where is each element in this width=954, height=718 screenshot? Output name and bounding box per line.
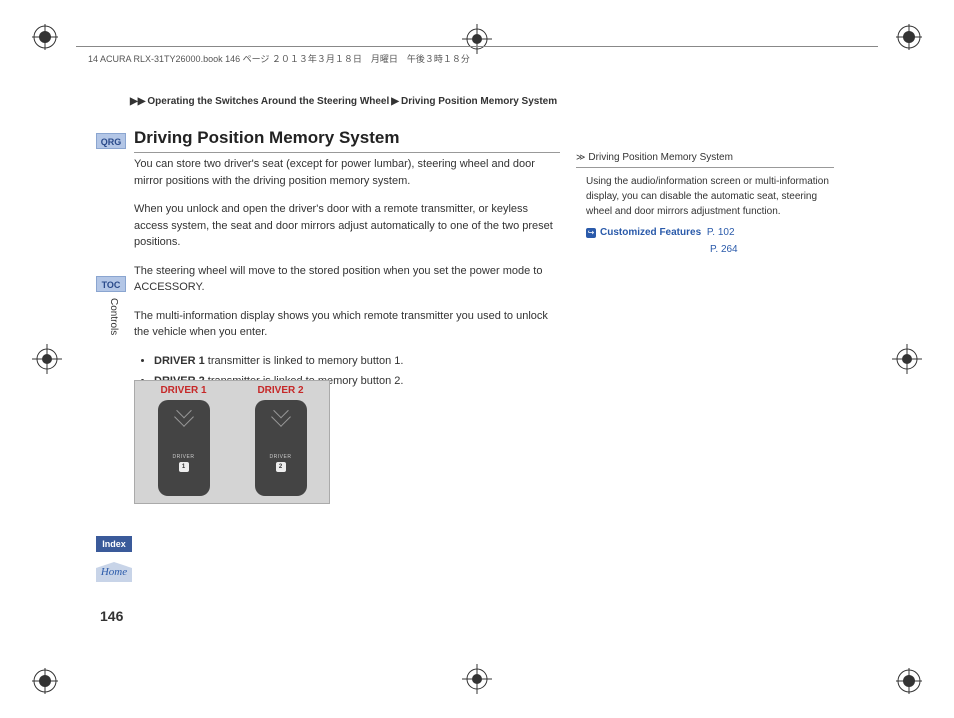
link-label: Customized Features <box>600 227 701 238</box>
page-number: 146 <box>100 608 123 624</box>
header-rule <box>76 46 878 47</box>
list-item-text: transmitter is linked to memory button 1… <box>205 355 404 367</box>
breadcrumb-part1: Operating the Switches Around the Steeri… <box>147 96 389 107</box>
fob-number: 2 <box>276 462 286 472</box>
crop-mark-icon <box>32 24 58 50</box>
qrg-tab[interactable]: QRG <box>96 133 126 149</box>
page-title: Driving Position Memory System <box>134 128 560 153</box>
sidebar-body: Using the audio/information screen or mu… <box>576 174 834 219</box>
index-tab[interactable]: Index <box>96 536 132 552</box>
link-page: P. 102 <box>707 227 735 238</box>
fob-label: DRIVER 1 <box>160 385 206 396</box>
breadcrumb-arrow-icon: ▶▶ <box>130 96 145 107</box>
link-page: P. 264 <box>710 244 738 255</box>
key-fob-icon: DRIVER 1 <box>158 400 210 496</box>
sidebar-column: ≫Driving Position Memory System Using th… <box>576 150 834 257</box>
link-arrow-icon: ↪ <box>586 228 596 238</box>
body-column: You can store two driver's seat (except … <box>134 156 560 394</box>
registration-mark-icon <box>462 664 492 694</box>
fob-column: DRIVER 1 DRIVER 1 <box>158 385 210 496</box>
sidebar-link-secondary[interactable]: P. 264 <box>576 242 834 257</box>
chevron-icon: ≫ <box>576 151 585 165</box>
key-fob-figure: DRIVER 1 DRIVER 1 DRIVER 2 DRIVER 2 <box>134 380 330 504</box>
fob-number: 1 <box>179 462 189 472</box>
key-fob-icon: DRIVER 2 <box>255 400 307 496</box>
breadcrumb-sep-icon: ▶ <box>391 96 399 107</box>
fob-column: DRIVER 2 DRIVER 2 <box>255 385 307 496</box>
crop-mark-icon <box>896 24 922 50</box>
acura-logo-icon <box>174 407 194 427</box>
registration-mark-icon <box>892 344 922 374</box>
body-paragraph: The multi-information display shows you … <box>134 308 560 341</box>
header-file-info: 14 ACURA RLX-31TY26000.book 146 ページ ２０１３… <box>88 52 470 65</box>
list-item-bold: DRIVER 1 <box>154 355 205 367</box>
section-label: Controls <box>108 298 119 335</box>
registration-mark-icon <box>32 344 62 374</box>
crop-mark-icon <box>896 668 922 694</box>
sidebar-header: ≫Driving Position Memory System <box>576 150 834 168</box>
sidebar-link[interactable]: ↪ Customized Features P. 102 <box>576 225 834 240</box>
acura-logo-icon <box>271 407 291 427</box>
body-paragraph: When you unlock and open the driver's do… <box>134 201 560 251</box>
body-paragraph: You can store two driver's seat (except … <box>134 156 560 189</box>
fob-label: DRIVER 2 <box>257 385 303 396</box>
toc-tab[interactable]: TOC <box>96 276 126 292</box>
crop-mark-icon <box>32 668 58 694</box>
sidebar-header-text: Driving Position Memory System <box>588 152 732 163</box>
breadcrumb: ▶▶Operating the Switches Around the Stee… <box>128 96 557 107</box>
fob-text: DRIVER <box>270 454 292 460</box>
registration-mark-icon <box>462 24 492 54</box>
breadcrumb-part2: Driving Position Memory System <box>401 96 557 107</box>
body-paragraph: The steering wheel will move to the stor… <box>134 263 560 296</box>
fob-text: DRIVER <box>173 454 195 460</box>
home-tab[interactable]: Home <box>96 562 132 582</box>
list-item: DRIVER 1 transmitter is linked to memory… <box>154 353 560 370</box>
